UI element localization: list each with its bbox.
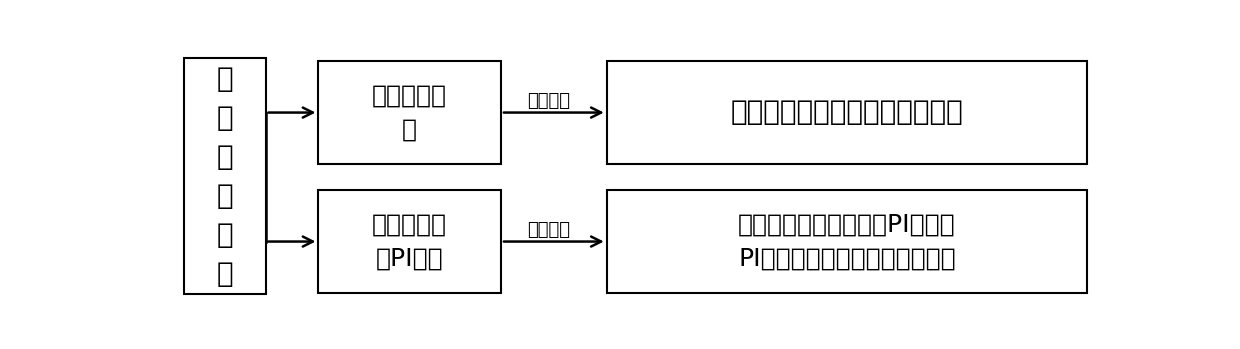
Text: 两
类
关
键
参
数: 两 类 关 键 参 数 (216, 65, 233, 288)
Text: 根据期望值的不同调节对数底数: 根据期望值的不同调节对数底数 (730, 98, 963, 126)
Text: 将已知某种一次仪表的PI参数按
PI控制器稳态输出比例关系移植: 将已知某种一次仪表的PI参数按 PI控制器稳态输出比例关系移植 (738, 213, 956, 270)
Text: 确定方法: 确定方法 (527, 221, 570, 239)
Text: 确定方法: 确定方法 (527, 92, 570, 110)
Text: 不同一次仪
表PI参数: 不同一次仪 表PI参数 (372, 213, 448, 270)
Text: 对数误差底
数: 对数误差底 数 (372, 84, 448, 141)
Bar (319, 61, 501, 164)
Bar (606, 61, 1087, 164)
Bar (606, 190, 1087, 293)
Bar (319, 190, 501, 293)
Bar (184, 58, 265, 295)
